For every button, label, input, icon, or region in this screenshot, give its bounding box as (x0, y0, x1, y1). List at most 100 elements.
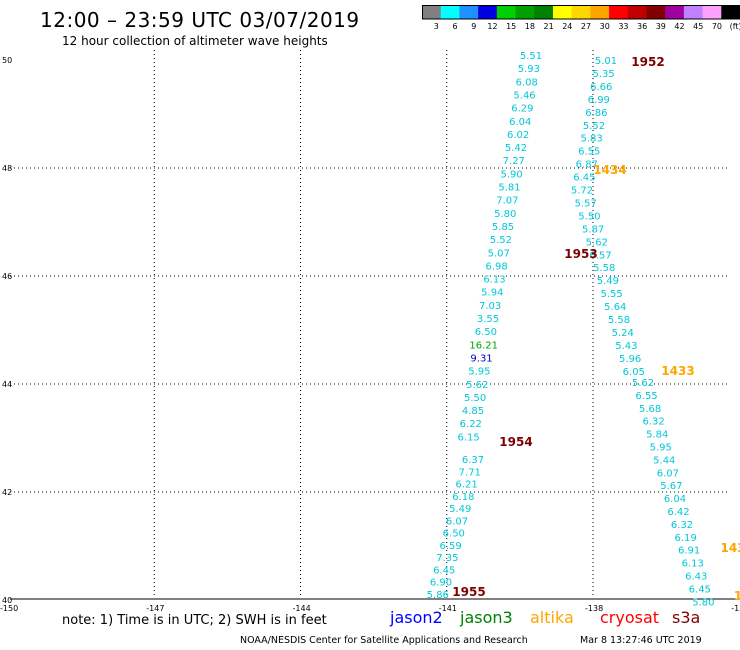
satellite-jason2-label: jason2 (390, 608, 443, 627)
satellite-s3a-label: s3a (672, 608, 701, 627)
wave-height-value: 6.04 (509, 117, 531, 128)
color-scale-label: 3 (433, 22, 439, 31)
wave-height-value: 6.66 (590, 82, 612, 93)
color-scale-label: 27 (580, 22, 592, 31)
wave-height-value: 5.42 (505, 143, 527, 154)
wave-height-value: 6.18 (452, 492, 474, 503)
wave-height-value: 6.43 (685, 572, 707, 583)
wave-height-value: 6.99 (588, 95, 610, 106)
color-scale-label: 33 (618, 22, 629, 31)
wave-height-value: 5.68 (639, 404, 661, 415)
wave-height-value: 5.85 (492, 222, 514, 233)
color-scale-label: 24 (562, 22, 573, 31)
color-scale-swatch (609, 5, 629, 19)
color-scale-swatch (534, 5, 554, 19)
color-scale-swatch (552, 5, 573, 19)
color-scale-label: 30 (599, 22, 610, 31)
wave-height-value: 6.32 (671, 520, 693, 531)
wave-height-value: 6.45 (689, 584, 711, 595)
color-scale-swatch (496, 5, 517, 19)
color-scale-label: 18 (524, 22, 535, 31)
wave-height-value: 5.57 (575, 198, 597, 209)
pass-number-label: 1954 (499, 435, 532, 449)
wave-height-value: 6.57 (589, 250, 611, 261)
longitude-label: -150 (0, 604, 18, 613)
wave-height-value: 6.02 (507, 130, 529, 141)
wave-height-value: 5.62 (466, 380, 488, 391)
wave-height-value: 5.96 (619, 354, 641, 365)
color-scale-label: 45 (693, 22, 704, 31)
wave-height-value: 5.50 (464, 393, 486, 404)
wave-height-value: 6.50 (443, 529, 465, 540)
wave-height-value: 5.95 (650, 443, 672, 454)
wave-height-value: 6.90 (430, 578, 452, 589)
credit-text: NOAA/NESDIS Center for Satellite Applica… (240, 635, 528, 646)
page-subtitle: 12 hour collection of altimeter wave hei… (62, 34, 328, 48)
wave-height-value: 5.72 (571, 186, 593, 197)
wave-height-value: 5.62 (586, 237, 608, 248)
wave-height-value: 5.64 (604, 302, 626, 313)
color-scale-label: 6 (452, 22, 458, 31)
pass-number-label: 1433 (661, 364, 694, 378)
wave-height-value: 6.07 (446, 516, 468, 527)
wave-height-value: 5.46 (513, 90, 535, 101)
wave-height-value: 5.95 (468, 367, 490, 378)
wave-height-value: 7.35 (436, 553, 458, 564)
wave-height-value: 5.81 (498, 183, 520, 194)
latitude-label: 48 (2, 164, 12, 173)
longitude-label: -141 (439, 604, 457, 613)
wave-height-value: 6.87 (576, 160, 598, 171)
satellite-cryosat-label: cryosat (600, 608, 660, 627)
wave-height-value: 6.22 (460, 419, 482, 430)
wave-height-value: 4.85 (462, 406, 484, 417)
longitude-label: -144 (293, 604, 311, 613)
color-scale-swatch (422, 5, 442, 19)
wave-height-value: 7.07 (496, 196, 518, 207)
latitude-label: 42 (2, 488, 12, 497)
color-scale-swatch (590, 5, 610, 19)
satellite-altika-label: altika (530, 608, 574, 627)
wave-height-value: 6.08 (516, 77, 538, 88)
wave-height-value: 6.15 (458, 432, 480, 443)
color-scale-label: 36 (637, 22, 648, 31)
wave-height-value: 5.83 (580, 134, 602, 145)
wave-height-value: 5.90 (501, 169, 523, 180)
wave-height-value: 5.07 (488, 248, 510, 259)
wave-height-value: 5.62 (632, 378, 654, 389)
color-scale-label: 12 (487, 22, 498, 31)
color-scale-swatch (646, 5, 666, 19)
color-scale-swatch (515, 5, 535, 19)
wave-height-value: 6.45 (433, 565, 455, 576)
wave-height-value: 5.52 (583, 121, 605, 132)
wave-height-value: 16.21 (469, 340, 498, 351)
wave-height-value: 7.03 (479, 301, 501, 312)
color-scale-label: (ft) (729, 22, 740, 31)
wave-height-value: 6.13 (682, 559, 704, 570)
wave-height-value: 5.44 (653, 455, 675, 466)
pass-number-label: 1 (734, 589, 740, 603)
wave-height-value: 6.50 (475, 327, 497, 338)
wave-height-value: 6.55 (635, 391, 657, 402)
wave-height-value: 5.58 (593, 263, 615, 274)
wave-height-value: 5.84 (646, 430, 668, 441)
wave-height-value: 5.80 (494, 209, 516, 220)
color-scale-swatch (702, 5, 722, 19)
wave-height-value: 6.55 (578, 147, 600, 158)
color-scale-swatch (571, 5, 591, 19)
longitude-label: -147 (146, 604, 164, 613)
wave-height-value: 6.37 (462, 455, 484, 466)
wave-height-value: 5.94 (481, 288, 503, 299)
color-scale-label: 42 (674, 22, 685, 31)
wave-height-value: 6.29 (511, 104, 533, 115)
longitude-label: -135 (731, 604, 740, 613)
wave-height-value: 5.67 (660, 481, 682, 492)
wave-height-value: 6.98 (485, 261, 507, 272)
latitude-label: 40 (2, 596, 12, 605)
color-scale-label: 15 (506, 22, 517, 31)
color-scale-swatch (721, 5, 740, 19)
pass-number-label: 1955 (452, 585, 485, 599)
pass-number-label: 1434 (593, 163, 626, 177)
pass-number-label: 1952 (631, 55, 664, 69)
